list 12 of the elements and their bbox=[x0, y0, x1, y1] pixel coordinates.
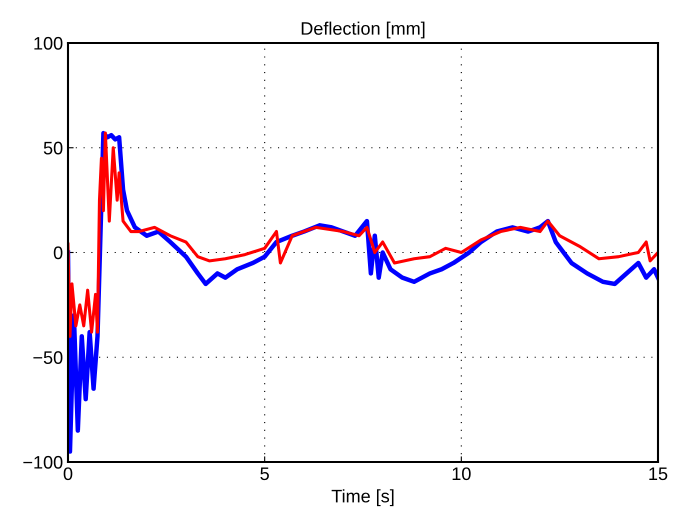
y-tick-label: −100 bbox=[23, 456, 62, 469]
line-series bbox=[68, 132, 658, 338]
y-tick-label: 0 bbox=[54, 246, 62, 260]
x-tick-label: 0 bbox=[64, 467, 72, 480]
x-tick-label: 15 bbox=[649, 468, 668, 480]
chart-title: Deflection [mm] bbox=[302, 22, 424, 38]
x-tick-label: 5 bbox=[260, 468, 269, 480]
x-axis-title: Time [s] bbox=[332, 489, 394, 506]
y-tick-label: 100 bbox=[34, 36, 62, 50]
x-tick-label: 10 bbox=[452, 467, 471, 480]
y-tick-label: −50 bbox=[33, 351, 62, 364]
y-tick-label: 50 bbox=[44, 142, 62, 154]
